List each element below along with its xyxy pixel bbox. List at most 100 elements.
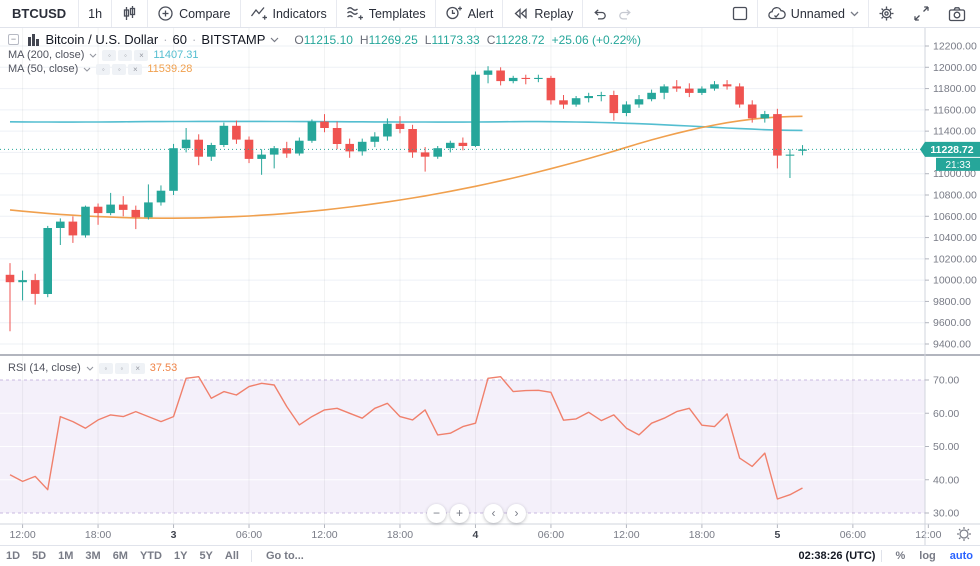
interval-button[interactable]: 1h: [88, 6, 103, 21]
svg-text:12:00: 12:00: [9, 529, 35, 541]
chart-area[interactable]: 12:00 18:00 3 06:00 12:00 18:00 4 06:00 12:00 18:…: [0, 28, 980, 545]
svg-text:50.00: 50.00: [933, 441, 959, 453]
range-button-YTD[interactable]: YTD: [139, 550, 162, 562]
svg-text:10000.00: 10000.00: [933, 275, 977, 287]
svg-text:18:00: 18:00: [689, 529, 715, 541]
chart-canvas[interactable]: 12:00 18:00 3 06:00 12:00 18:00 4 06:00 12:00 18:…: [0, 28, 980, 545]
rsi-eye-icon[interactable]: ◦: [98, 362, 113, 374]
range-button-1M[interactable]: 1M: [58, 550, 74, 562]
compare-plus-icon: [157, 5, 174, 22]
toolbar-left-group: BTCUSD 1h: [0, 0, 642, 27]
legend-collapse-icon[interactable]: −: [8, 34, 19, 45]
svg-text:18:00: 18:00: [387, 529, 413, 541]
legend-interval: 60: [172, 32, 188, 47]
range-button-1Y[interactable]: 1Y: [173, 550, 188, 562]
range-button-1D[interactable]: 1D: [6, 550, 21, 562]
svg-text:12000.00: 12000.00: [933, 62, 977, 74]
auto-scale-toggle[interactable]: auto: [949, 550, 973, 562]
svg-text:11800.00: 11800.00: [933, 83, 976, 95]
ma50-remove-icon[interactable]: ×: [128, 63, 143, 75]
ma50-chevron-icon[interactable]: [83, 67, 91, 72]
range-button-All[interactable]: All: [224, 550, 239, 562]
svg-text:30.00: 30.00: [933, 508, 959, 520]
ma50-settings-icon[interactable]: ◦: [112, 63, 127, 75]
ohlc-readout: O11215.10 H11269.25 L11173.33 C11228.72 …: [294, 32, 641, 47]
templates-icon: [346, 5, 364, 22]
replay-button[interactable]: Replay: [503, 0, 582, 27]
candles-group: [5, 66, 807, 332]
svg-text:9400.00: 9400.00: [933, 339, 971, 351]
zoom-out-button[interactable]: −: [427, 504, 446, 523]
templates-button[interactable]: Templates: [337, 0, 435, 27]
rsi-chevron-icon[interactable]: [86, 366, 94, 371]
screenshot-button[interactable]: [939, 0, 980, 27]
ma200-eye-icon[interactable]: ◦: [102, 49, 117, 61]
ma200-settings-icon[interactable]: ◦: [118, 49, 133, 61]
candlestick-icon: [121, 5, 138, 22]
svg-text:9600.00: 9600.00: [933, 317, 971, 329]
rsi-value: 37.53: [149, 362, 178, 374]
zoom-in-button[interactable]: +: [450, 504, 469, 523]
top-toolbar: BTCUSD 1h: [0, 0, 980, 28]
replay-icon: [512, 5, 529, 22]
svg-text:40.00: 40.00: [933, 474, 959, 486]
last-price-label: [925, 141, 980, 157]
main-series-legend: − Bitcoin / U.S. Dollar · 60 · BITSTAMP …: [8, 32, 641, 47]
camera-icon: [948, 6, 966, 21]
log-scale-toggle[interactable]: log: [919, 550, 936, 562]
layout-select-button[interactable]: [723, 0, 757, 27]
legend-exchange: BITSTAMP: [201, 32, 266, 47]
cloud-icon: [767, 6, 786, 21]
svg-text:10400.00: 10400.00: [933, 232, 977, 244]
symbol-button[interactable]: BTCUSD: [12, 6, 67, 21]
range-button-5D[interactable]: 5D: [32, 550, 47, 562]
alert-button[interactable]: Alert: [436, 0, 503, 27]
percent-scale-toggle[interactable]: %: [895, 550, 906, 562]
undo-icon: [594, 8, 607, 20]
scroll-right-button[interactable]: ›: [507, 504, 526, 523]
goto-button[interactable]: Go to...: [265, 550, 304, 562]
gear-icon: [879, 6, 894, 21]
svg-text:11400.00: 11400.00: [933, 126, 976, 138]
ma200-remove-icon[interactable]: ×: [134, 49, 149, 61]
chart-style-button[interactable]: [112, 0, 147, 27]
indicators-button[interactable]: Indicators: [241, 0, 336, 27]
svg-text:10600.00: 10600.00: [933, 211, 977, 223]
legend-chevron-icon[interactable]: [270, 37, 279, 43]
svg-text:4: 4: [473, 529, 479, 541]
ma50-value: 11539.28: [147, 63, 193, 75]
svg-text:11600.00: 11600.00: [933, 104, 976, 116]
rsi-remove-icon[interactable]: ×: [130, 362, 145, 374]
symbol-title[interactable]: Bitcoin / U.S. Dollar: [45, 32, 159, 47]
redo-button[interactable]: [617, 0, 642, 27]
indicators-icon: [250, 5, 268, 22]
range-button-5Y[interactable]: 5Y: [199, 550, 213, 562]
redo-icon: [619, 8, 632, 20]
layout-icon: [732, 6, 747, 21]
fullscreen-button[interactable]: [904, 0, 939, 27]
svg-text:9800.00: 9800.00: [933, 296, 971, 308]
range-button-3M[interactable]: 3M: [85, 550, 101, 562]
svg-text:10200.00: 10200.00: [933, 253, 977, 265]
ma200-value: 11407.31: [153, 49, 199, 61]
fullscreen-icon: [914, 6, 929, 21]
ma200-chevron-icon[interactable]: [89, 53, 97, 58]
undo-button[interactable]: [583, 0, 617, 27]
svg-text:06:00: 06:00: [840, 529, 866, 541]
scroll-left-button[interactable]: ‹: [484, 504, 503, 523]
utc-clock[interactable]: 02:38:26 (UTC): [798, 550, 876, 562]
svg-text:12200.00: 12200.00: [933, 41, 977, 53]
svg-text:12:00: 12:00: [613, 529, 639, 541]
price-change: +25.06 (+0.22%): [551, 32, 641, 47]
svg-text:12:00: 12:00: [915, 529, 941, 541]
toolbar-right-group: Unnamed: [723, 0, 980, 27]
series-type-icon: [28, 33, 39, 46]
layout-name-button[interactable]: Unnamed: [758, 0, 868, 27]
svg-text:10800.00: 10800.00: [933, 190, 977, 202]
rsi-settings-icon[interactable]: ◦: [114, 362, 129, 374]
range-button-6M[interactable]: 6M: [112, 550, 128, 562]
chart-settings-button[interactable]: [869, 0, 904, 27]
alert-clock-icon: [445, 5, 463, 22]
compare-button[interactable]: Compare: [148, 0, 239, 27]
ma50-eye-icon[interactable]: ◦: [96, 63, 111, 75]
